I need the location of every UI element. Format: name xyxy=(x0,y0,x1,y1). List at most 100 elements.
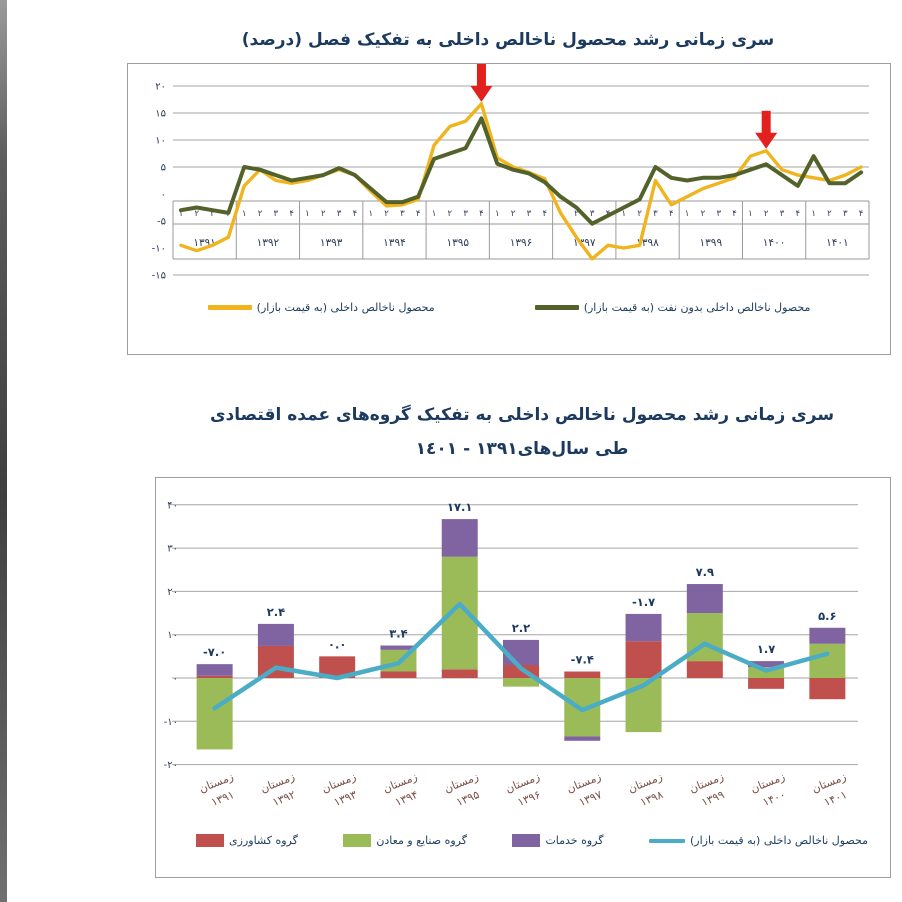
y-axis-ticks: ۲۰ ۱۵ ۱۰ ۵ ۰ -۵ -۱۰ -۱۵ xyxy=(152,82,166,282)
svg-text:۷.۹: ۷.۹ xyxy=(696,565,714,579)
svg-text:۲: ۲ xyxy=(637,209,642,219)
chart2-title-line2: طی سال‌های۱۳۹۱ - ١٤٠١ xyxy=(415,439,629,459)
svg-text:۳: ۳ xyxy=(527,209,532,219)
svg-text:۲: ۲ xyxy=(384,209,389,219)
bar-segment xyxy=(748,661,785,668)
legend-item-agriculture: گروه کشاورزی xyxy=(196,834,298,847)
chart1-title: سری زمانی رشد محصول ناخالص داخلی به تفکی… xyxy=(241,30,775,50)
svg-text:۰: ۰ xyxy=(173,674,178,685)
bar-segment xyxy=(196,664,233,676)
bar-segment xyxy=(196,675,233,678)
svg-text:-۲۰: -۲۰ xyxy=(164,760,178,771)
red-down-arrow-annotation xyxy=(470,63,493,102)
legend-label: محصول ناخالص داخلی بدون نفت (به قیمت باز… xyxy=(583,301,811,314)
svg-text:۱۰: ۱۰ xyxy=(155,136,166,147)
svg-text:۲۰: ۲۰ xyxy=(155,82,166,93)
svg-text:۳: ۳ xyxy=(274,209,279,219)
x-axis-table xyxy=(172,200,870,260)
svg-text:۱۳۹۲: ۱۳۹۲ xyxy=(271,788,298,809)
chart2-legend: محصول ناخالص داخلی (به قیمت بازار) گروه … xyxy=(156,834,890,847)
y-axis-ticks: ۴۰ ۳۰ ۲۰ ۱۰ ۰ -۱۰ -۲۰ xyxy=(164,500,178,771)
svg-text:۱۳۹۱: ۱۳۹۱ xyxy=(209,788,236,809)
chart2-title-line1: سری زمانی رشد محصول ناخالص داخلی به تفکی… xyxy=(209,405,835,425)
svg-text:۱۳۹۲: ۱۳۹۲ xyxy=(257,237,280,249)
svg-text:۴: ۴ xyxy=(289,209,294,219)
green-line-swatch xyxy=(534,305,579,310)
svg-text:۱۳۹۷: ۱۳۹۷ xyxy=(577,788,604,809)
bar-segment xyxy=(686,584,723,614)
svg-text:۱۳۹۳: ۱۳۹۳ xyxy=(320,237,343,249)
svg-text:۴: ۴ xyxy=(416,209,421,219)
bar-segment xyxy=(625,613,662,642)
svg-text:۳: ۳ xyxy=(716,209,721,219)
svg-text:۳.۴: ۳.۴ xyxy=(389,627,407,641)
bar-segment xyxy=(748,678,785,689)
purple-box-swatch xyxy=(512,834,541,847)
svg-text:۳: ۳ xyxy=(843,209,848,219)
svg-text:۲.۲: ۲.۲ xyxy=(512,621,530,635)
bar-segment xyxy=(380,671,417,678)
legend-item-gdp-market: محصول ناخالص داخلی (به قیمت بازار) xyxy=(207,301,435,314)
legend-label: محصول ناخالص داخلی (به قیمت بازار) xyxy=(256,301,435,314)
svg-text:۱: ۱ xyxy=(179,209,184,219)
gdp-non-oil-line xyxy=(178,116,864,226)
sector-stacked-bar-chart-svg: ۴۰۳۰۲۰۱۰۰-۱۰-۲۰-۷.۰۲.۴۰.۰۳.۴۱۷.۱۲.۲-۷.۴-… xyxy=(164,500,858,809)
svg-text:۵: ۵ xyxy=(161,163,166,174)
gdp-market-price-line xyxy=(212,601,830,713)
legend-label: گروه صنایع و معادن xyxy=(376,834,467,847)
svg-text:۱: ۱ xyxy=(495,209,500,219)
svg-text:۲.۴: ۲.۴ xyxy=(267,605,285,619)
yellow-line-swatch xyxy=(207,305,252,310)
bar-segment xyxy=(503,639,539,666)
svg-text:۱۰: ۱۰ xyxy=(167,630,178,641)
svg-text:-۱۰: -۱۰ xyxy=(164,717,178,728)
svg-text:۱: ۱ xyxy=(305,209,310,219)
svg-text:۳: ۳ xyxy=(463,209,468,219)
svg-text:۱: ۱ xyxy=(811,209,816,219)
svg-text:۱۳۹۹: ۱۳۹۹ xyxy=(700,237,723,249)
svg-text:۱: ۱ xyxy=(432,209,437,219)
svg-text:۵.۶: ۵.۶ xyxy=(818,609,836,623)
svg-text:۱۳۹۵: ۱۳۹۵ xyxy=(454,788,481,809)
svg-text:۲: ۲ xyxy=(827,209,832,219)
svg-text:۳: ۳ xyxy=(780,209,785,219)
svg-text:۱۳۹۶: ۱۳۹۶ xyxy=(510,237,533,249)
bar-segment xyxy=(196,678,233,750)
svg-text:-۵: -۵ xyxy=(157,217,166,228)
bar-segment xyxy=(564,736,601,741)
svg-text:۴: ۴ xyxy=(796,209,801,219)
svg-text:۱۳۹۴: ۱۳۹۴ xyxy=(383,237,406,249)
svg-text:۴۰: ۴۰ xyxy=(167,500,178,511)
svg-text:۱۷.۱: ۱۷.۱ xyxy=(447,500,472,514)
bar-segment xyxy=(257,623,294,646)
svg-text:۱۳۹۹: ۱۳۹۹ xyxy=(699,788,726,809)
svg-text:۱: ۱ xyxy=(622,209,627,219)
svg-text:۳۰: ۳۰ xyxy=(167,544,178,555)
svg-text:۲: ۲ xyxy=(321,209,326,219)
svg-text:۱۴۰۰: ۱۴۰۰ xyxy=(763,237,786,249)
svg-text:۴: ۴ xyxy=(732,209,737,219)
bar-segment xyxy=(809,643,846,678)
year-label-row: ۱۳۹۱ ۱۳۹۲ ۱۳۹۳ ۱۳۹۴ ۱۳۹۵ ۱۳۹۶ ۱۳۹۷ ۱۳۹۸ ۱۳۹۹ ۱۴۰۰… xyxy=(193,237,848,249)
svg-text:۱: ۱ xyxy=(748,209,753,219)
legend-label: گروه کشاورزی xyxy=(229,834,298,847)
svg-text:۲۰: ۲۰ xyxy=(167,587,178,598)
svg-text:-۱۵: -۱۵ xyxy=(152,271,166,282)
bar-segment xyxy=(625,641,662,678)
svg-text:۲: ۲ xyxy=(511,209,516,219)
svg-text:۲: ۲ xyxy=(258,209,263,219)
red-down-arrow-annotation xyxy=(755,110,778,149)
svg-text:۲: ۲ xyxy=(448,209,453,219)
svg-text:۱: ۱ xyxy=(242,209,247,219)
chart2-title: سری زمانی رشد محصول ناخالص داخلی به تفکی… xyxy=(155,398,889,466)
svg-text:۱: ۱ xyxy=(685,209,690,219)
legend-item-gdp-non-oil: محصول ناخالص داخلی بدون نفت (به قیمت باز… xyxy=(534,301,811,314)
svg-text:۰: ۰ xyxy=(161,190,166,201)
svg-text:۴: ۴ xyxy=(479,209,484,219)
svg-text:-۱۰: -۱۰ xyxy=(152,244,166,255)
svg-text:۱: ۱ xyxy=(368,209,373,219)
legend-label: محصول ناخالص داخلی (به قیمت بازار) xyxy=(689,834,868,847)
